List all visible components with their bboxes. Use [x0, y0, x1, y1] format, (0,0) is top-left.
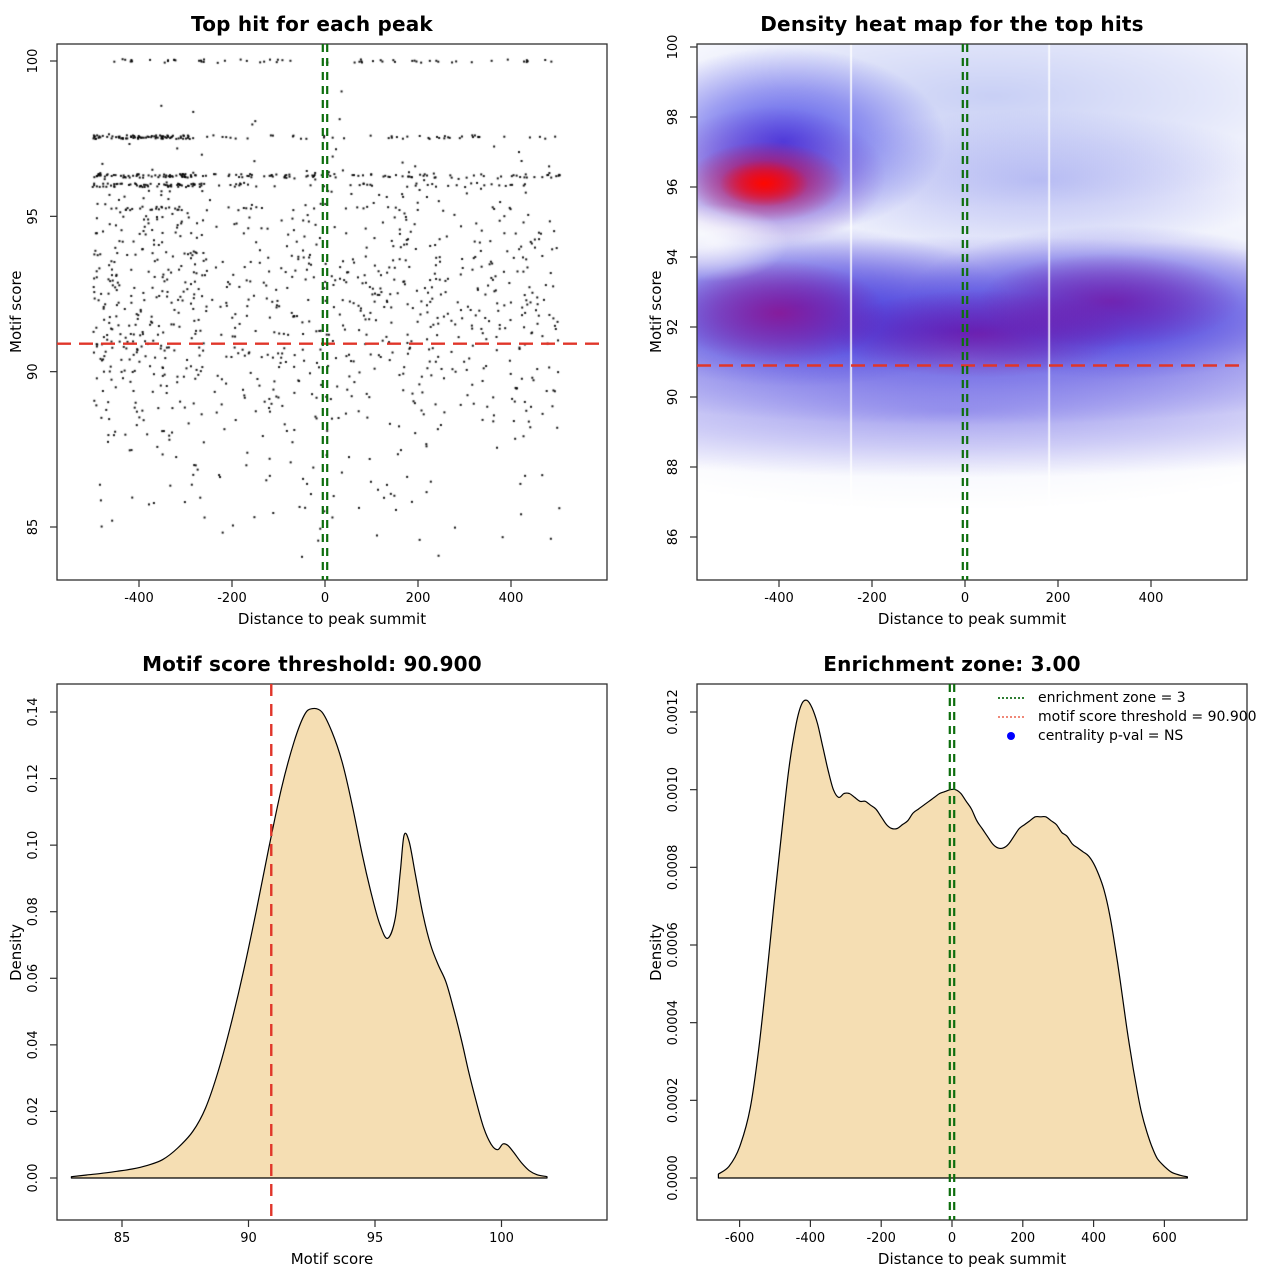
svg-text:0.0006: 0.0006	[666, 922, 681, 968]
scatter-plot-frame: -400 -200 0 200 400 85 90 95 100	[26, 43, 608, 606]
svg-text:-600: -600	[725, 1231, 755, 1246]
blue-point-icon	[1007, 731, 1015, 740]
motif-density-plot: 85 90 95 100 0.00 0.02 0.04 0.06 0.08 0.10 0.12 0.1…	[26, 683, 608, 1246]
x-axis-label: Distance to peak summit	[877, 1250, 1067, 1268]
svg-text:92: 92	[666, 319, 681, 336]
svg-text:88: 88	[666, 459, 681, 476]
svg-text:-200: -200	[217, 591, 247, 606]
panel-distance-density: -600 -400 -200 0 200 400 600 0.0000 0.0002 0.0004…	[640, 640, 1280, 1280]
legend-item-motif-threshold: motif score threshold = 90.900	[998, 707, 1257, 726]
svg-text:0.10: 0.10	[26, 831, 41, 860]
svg-text:95: 95	[367, 1231, 384, 1246]
svg-text:95: 95	[26, 208, 41, 225]
svg-text:0.0000: 0.0000	[666, 1155, 681, 1201]
svg-text:98: 98	[666, 109, 681, 126]
svg-text:400: 400	[1139, 591, 1164, 606]
page-title-enrichment-zone: Enrichment zone: 3.00	[823, 652, 1081, 676]
y-axis-label: Density	[647, 923, 665, 981]
svg-text:0.08: 0.08	[26, 897, 41, 926]
panel-motif-score-density: 85 90 95 100 0.00 0.02 0.04 0.06 0.08 0.10 0.12 0.1…	[0, 640, 640, 1280]
svg-text:0.0010: 0.0010	[666, 767, 681, 813]
svg-text:85: 85	[114, 1231, 131, 1246]
panel-density-heatmap: -400 -200 0 200 400 86 88 90 92 94 96 98 100 Density…	[640, 0, 1280, 640]
svg-text:-400: -400	[796, 1231, 826, 1246]
svg-text:90: 90	[240, 1231, 257, 1246]
svg-text:100: 100	[26, 49, 41, 74]
red-dotted-line-icon	[998, 715, 1024, 718]
x-axis-label: Distance to peak summit	[237, 610, 427, 628]
svg-text:86: 86	[666, 529, 681, 546]
svg-text:0: 0	[321, 591, 329, 606]
svg-text:90: 90	[26, 363, 41, 380]
green-dotted-line-icon	[998, 696, 1024, 699]
svg-text:100: 100	[666, 35, 681, 60]
svg-text:85: 85	[26, 519, 41, 536]
svg-text:0.0012: 0.0012	[666, 689, 681, 735]
page-title-motif-threshold: Motif score threshold: 90.900	[142, 652, 482, 676]
svg-text:-400: -400	[764, 591, 794, 606]
x-axis-label: Distance to peak summit	[877, 610, 1067, 628]
panel-scatter-top-hits: -400 -200 0 200 400 85 90 95 100 Top hit for eac…	[0, 0, 640, 640]
svg-text:600: 600	[1152, 1231, 1177, 1246]
page-title-heatmap: Density heat map for the top hits	[760, 12, 1144, 36]
svg-text:0.12: 0.12	[26, 764, 41, 793]
scatter-points-canvas	[57, 44, 607, 580]
plot-legend: enrichment zone = 3 motif score threshol…	[998, 688, 1257, 745]
svg-text:200: 200	[1046, 591, 1071, 606]
svg-text:0.14: 0.14	[26, 698, 41, 727]
svg-text:400: 400	[499, 591, 524, 606]
distance-density-plot: -600 -400 -200 0 200 400 600 0.0000 0.0002 0.0004…	[666, 683, 1248, 1246]
y-axis-label: Motif score	[7, 270, 25, 354]
page-title-scatter: Top hit for each peak	[191, 12, 433, 36]
svg-text:0.0002: 0.0002	[666, 1078, 681, 1124]
svg-text:200: 200	[1010, 1231, 1035, 1246]
y-axis-label: Density	[7, 923, 25, 981]
svg-text:0.02: 0.02	[26, 1097, 41, 1126]
legend-label: motif score threshold = 90.900	[1038, 708, 1257, 725]
svg-text:0.04: 0.04	[26, 1030, 41, 1059]
svg-text:0.0008: 0.0008	[666, 845, 681, 891]
legend-label: centrality p-val = NS	[1038, 727, 1184, 744]
svg-text:100: 100	[489, 1231, 514, 1246]
svg-text:0.00: 0.00	[26, 1164, 41, 1193]
y-axis-label: Motif score	[647, 270, 665, 354]
svg-text:0: 0	[948, 1231, 956, 1246]
x-axis-label: Motif score	[290, 1250, 374, 1268]
heatmap-plot-frame: -400 -200 0 200 400 86 88 90 92 94 96 98 100	[666, 35, 1248, 606]
svg-text:-200: -200	[866, 1231, 896, 1246]
svg-text:0: 0	[961, 591, 969, 606]
svg-text:200: 200	[406, 591, 431, 606]
svg-text:-200: -200	[857, 591, 887, 606]
svg-text:94: 94	[666, 249, 681, 266]
svg-text:0.0004: 0.0004	[666, 1000, 681, 1046]
svg-text:400: 400	[1081, 1231, 1106, 1246]
heatmap-canvas	[697, 44, 1247, 580]
svg-text:0.06: 0.06	[26, 964, 41, 993]
legend-label: enrichment zone = 3	[1038, 689, 1186, 706]
legend-item-centrality-pval: centrality p-val = NS	[998, 726, 1257, 745]
svg-text:96: 96	[666, 179, 681, 196]
svg-text:90: 90	[666, 389, 681, 406]
svg-text:-400: -400	[124, 591, 154, 606]
legend-item-enrichment-zone: enrichment zone = 3	[998, 688, 1257, 707]
